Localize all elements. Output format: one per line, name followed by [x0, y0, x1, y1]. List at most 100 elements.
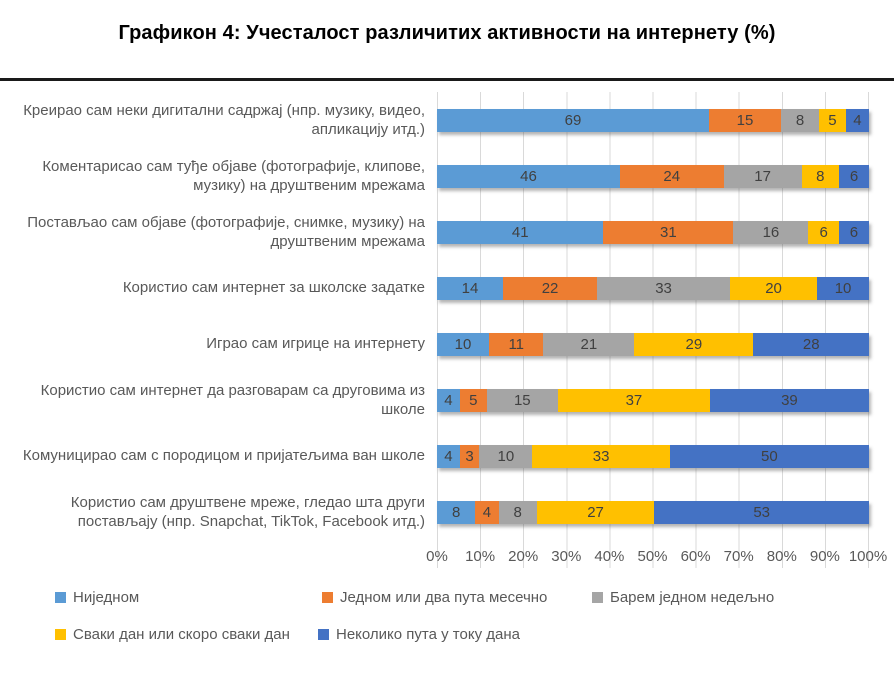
bar-segment: 10 [479, 444, 533, 468]
bar-segment: 4 [845, 108, 870, 132]
segment-value-label: 8 [451, 503, 461, 521]
x-tick-label: 70% [723, 548, 754, 565]
bar-segment: 8 [781, 108, 820, 132]
bar-segment: 11 [489, 332, 544, 356]
legend-swatch [322, 591, 333, 603]
bar-track: 69 15 8 5 4 [437, 108, 870, 132]
bar-segment: 33 [597, 276, 730, 300]
legend-swatch [55, 628, 66, 640]
bar-segment: 8 [498, 500, 537, 524]
legend-swatch [55, 591, 66, 603]
segment-value-label: 29 [685, 335, 703, 353]
bar-segment: 33 [532, 444, 670, 468]
category-label: Креирао сам неки дигитални садржај (нпр.… [23, 101, 425, 139]
segment-value-label: 11 [508, 335, 525, 353]
bar-rows: Креирао сам неки дигитални садржај (нпр.… [0, 92, 894, 540]
segment-value-label: 15 [736, 111, 754, 129]
bar-segment: 5 [819, 108, 846, 132]
segment-value-label: 4 [444, 447, 453, 465]
bar-segment: 27 [536, 500, 655, 524]
segment-value-label: 14 [461, 279, 479, 297]
stacked-bar: 46 24 17 8 6 [437, 164, 870, 188]
bar-segment: 17 [723, 164, 802, 188]
stacked-bar: 41 31 16 6 6 [437, 220, 870, 244]
legend-item: Једном или два пута месечно [322, 586, 547, 608]
bar-segment: 69 [437, 108, 709, 132]
segment-value-label: 31 [660, 223, 677, 241]
bar-segment: 14 [437, 276, 503, 300]
category-row: Комуницирао сам с породицом и пријатељим… [0, 428, 894, 484]
stacked-bar: 14 22 33 20 10 [437, 276, 869, 300]
category-label: Користио сам интернет за школске задатке [122, 279, 425, 297]
x-tick-label: 100% [848, 548, 888, 565]
bar-segment: 20 [730, 276, 818, 300]
legend-label: Барем једном недељно [610, 588, 775, 606]
bar-track: 8 4 8 27 53 [437, 500, 869, 524]
segment-value-label: 41 [511, 223, 529, 241]
segment-value-label: 10 [834, 279, 852, 297]
segment-value-label: 4 [853, 111, 862, 129]
x-tick-label: 80% [766, 548, 797, 565]
legend-row: Сваки дан или скоро сваки дан Неколико пу… [0, 623, 894, 645]
x-tick-label: 40% [594, 548, 625, 565]
bar-segment: 10 [437, 332, 490, 356]
segment-value-label: 37 [625, 391, 643, 409]
segment-value-label: 6 [819, 223, 828, 241]
bar-track: 46 24 17 8 6 [437, 164, 870, 188]
bar-segment: 6 [838, 220, 870, 244]
segment-value-label: 5 [828, 111, 837, 129]
category-row: Постављао сам објаве (фотографије, снимк… [0, 204, 894, 260]
category-row: Користио сам интернет да разговарам са д… [0, 372, 894, 428]
segment-value-label: 15 [513, 391, 531, 409]
segment-value-label: 10 [454, 335, 472, 353]
stacked-bar: 8 4 8 27 53 [437, 500, 869, 524]
segment-value-label: 10 [497, 447, 515, 465]
bar-segment: 15 [486, 388, 559, 412]
category-row: Користио сам друштвене мреже, гледао шта… [0, 484, 894, 540]
x-tick-label: 30% [551, 548, 582, 565]
bar-segment: 24 [620, 164, 724, 188]
bar-segment: 4 [475, 500, 499, 524]
category-label: Постављао сам објаве (фотографије, снимк… [27, 213, 425, 251]
category-label: Користио сам интернет да разговарам са д… [40, 381, 425, 419]
category-label: Играо сам игрице на интернету [206, 335, 425, 353]
legend-label: Једном или два пута месечно [340, 588, 548, 606]
bar-segment: 29 [634, 332, 754, 356]
legend-label: Сваки дан или скоро сваки дан [73, 625, 290, 643]
category-row: Креирао сам неки дигитални садржај (нпр.… [0, 92, 894, 148]
segment-value-label: 27 [587, 503, 604, 521]
legend-row: Ниједном Једном или два пута месечно Барем… [0, 586, 894, 608]
segment-value-label: 3 [465, 447, 474, 465]
bar-track: 4 3 10 33 50 [437, 444, 869, 468]
segment-value-label: 4 [444, 391, 453, 409]
bar-segment: 39 [709, 388, 869, 412]
category-label: Комуницирао сам с породицом и пријатељим… [22, 447, 425, 465]
bar-track: 10 11 21 29 28 [437, 332, 869, 356]
chart-title: Графикон 4: Учесталост различитих активн… [118, 22, 776, 44]
segment-value-label: 24 [663, 167, 681, 185]
segment-value-label: 8 [513, 503, 522, 521]
segment-value-label: 53 [753, 503, 770, 521]
category-row: Коментарисао сам туђе објаве (фотографиј… [0, 148, 894, 204]
category-label: Коментарисао сам туђе објаве (фотографиј… [42, 157, 425, 195]
legend-swatch [592, 591, 603, 603]
x-tick-label: 20% [508, 548, 539, 565]
segment-value-label: 4 [482, 503, 492, 521]
segment-value-label: 8 [795, 111, 805, 129]
bar-track: 14 22 33 20 10 [437, 276, 869, 300]
legend-label: Неколико пута у току дана [336, 625, 520, 643]
segment-value-label: 8 [816, 167, 825, 185]
plot-area: Креирао сам неки дигитални садржај (нпр.… [0, 92, 894, 568]
bar-segment: 37 [558, 388, 710, 412]
bar-segment: 53 [654, 500, 869, 524]
legend-item: Сваки дан или скоро сваки дан [55, 623, 290, 645]
segment-value-label: 20 [765, 279, 782, 297]
segment-value-label: 46 [520, 167, 537, 185]
segment-value-label: 21 [580, 335, 598, 353]
category-row: Користио сам интернет за школске задатке… [0, 260, 894, 316]
bar-segment: 28 [753, 332, 869, 356]
bar-segment: 50 [669, 444, 869, 468]
bar-segment: 22 [502, 276, 598, 300]
bar-segment: 46 [437, 164, 621, 188]
bar-segment: 8 [437, 500, 476, 524]
